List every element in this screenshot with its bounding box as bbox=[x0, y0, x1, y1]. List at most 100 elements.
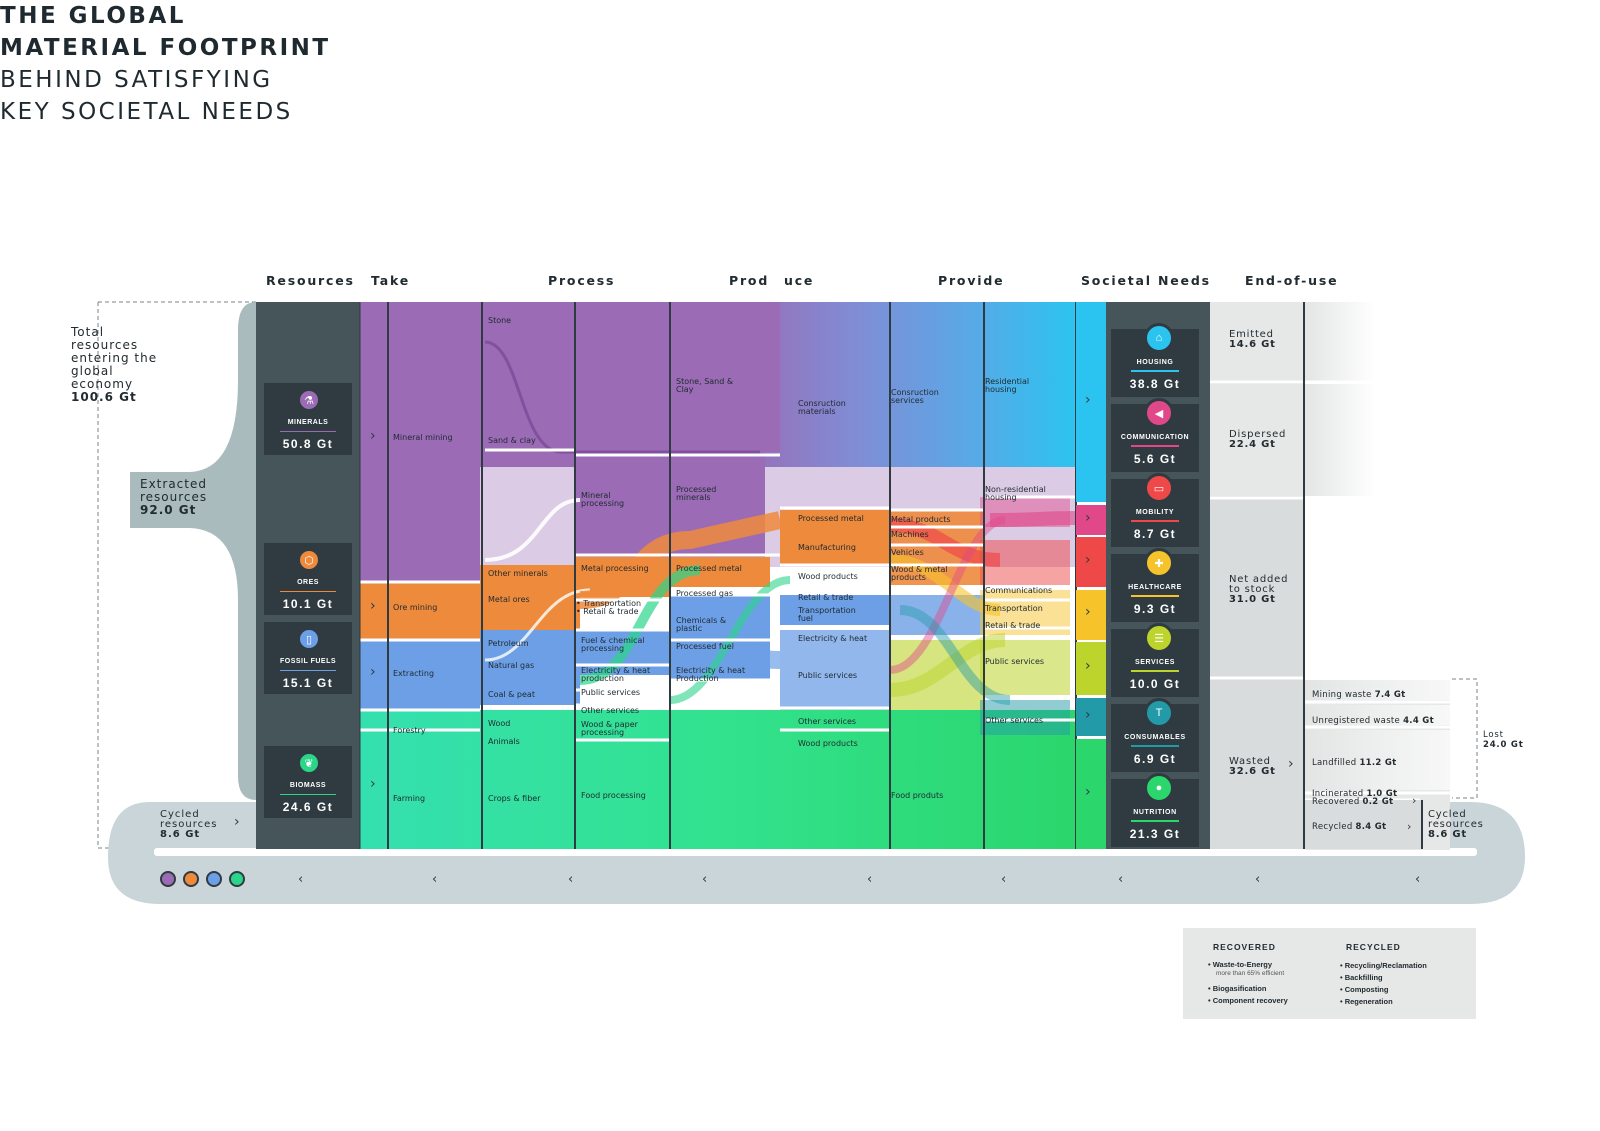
ores-dot-icon bbox=[183, 871, 199, 887]
chevron-right-icon: › bbox=[370, 598, 376, 614]
lost-label: Lost 24.0 Gt bbox=[1483, 730, 1524, 750]
ores-band bbox=[360, 582, 480, 640]
legend-item-text: Waste-to-Energy bbox=[1212, 960, 1273, 969]
process-label: Other minerals bbox=[488, 569, 548, 578]
process-label: Electricity & heat production bbox=[581, 666, 651, 683]
chevron-right-icon: › bbox=[1085, 552, 1091, 568]
column-header-process: Process bbox=[548, 273, 616, 288]
chevron-left-icon: ‹ bbox=[1255, 872, 1261, 887]
process-label: • Transportation bbox=[576, 599, 642, 608]
chevron-left-icon: ‹ bbox=[568, 872, 574, 887]
shirt-icon: T bbox=[1144, 698, 1174, 728]
waste-item: Unregistered waste 4.4 Gt bbox=[1312, 716, 1434, 726]
process-label: Petroleum bbox=[488, 639, 529, 648]
legend-item-text: Component recovery bbox=[1212, 996, 1288, 1005]
produce-label: Retail & trade bbox=[798, 593, 854, 602]
eol-label: Wasted bbox=[1229, 756, 1271, 767]
chevron-left-icon: ‹ bbox=[1001, 872, 1007, 887]
need-nutrition: ● NUTRITION 21.3 Gt bbox=[1111, 773, 1199, 847]
waste-label: Incinerated bbox=[1312, 789, 1364, 799]
process-label: Stone bbox=[488, 316, 512, 325]
produce-label: Transportation fuel bbox=[798, 606, 856, 623]
cycled-right-value: 8.6 Gt bbox=[1428, 829, 1467, 840]
column-header-provide: Provide bbox=[938, 273, 1005, 288]
column-header-take: Take bbox=[371, 273, 411, 288]
cycled-resources-right: Cycled resources 8.6 Gt bbox=[1428, 810, 1488, 840]
column-header-resources: Resources bbox=[266, 273, 355, 288]
need-name: NUTRITION bbox=[1133, 809, 1177, 816]
need-healthcare: ✚ HEALTHCARE 9.3 Gt bbox=[1111, 548, 1199, 622]
column-header-produce-a: Prod bbox=[729, 273, 770, 288]
minerals-dot-icon bbox=[160, 871, 176, 887]
chevron-right-icon: › bbox=[1085, 510, 1091, 526]
waste-label: Recycled bbox=[1312, 822, 1353, 832]
title-line-1: THE GLOBAL bbox=[0, 3, 186, 29]
produce-label: Wood products bbox=[798, 572, 858, 581]
provide-label: Vehicles bbox=[891, 548, 924, 557]
cross-icon: ✚ bbox=[1144, 548, 1174, 578]
eol-value: 31.0 Gt bbox=[1229, 594, 1276, 605]
produce-label: Electricity & heat Production bbox=[676, 666, 746, 683]
resource-name: ORES bbox=[297, 579, 319, 586]
need-value: 6.9 Gt bbox=[1133, 752, 1177, 766]
resource-value: 10.1 Gt bbox=[282, 597, 334, 611]
chevron-left-icon: ‹ bbox=[432, 872, 438, 887]
truck-icon: ▭ bbox=[1144, 473, 1174, 503]
process-label: Coal & peat bbox=[488, 690, 535, 699]
waste-value: 7.4 Gt bbox=[1374, 690, 1406, 700]
produce-label: Processed metal bbox=[798, 514, 864, 523]
chevron-right-icon: › bbox=[1085, 784, 1091, 800]
waste-item: Recycled 8.4 Gt bbox=[1312, 822, 1386, 832]
total-resources-value: 100.6 Gt bbox=[71, 390, 137, 404]
chevron-right-icon: › bbox=[1085, 658, 1091, 674]
cycled-resources-value: 8.6 Gt bbox=[160, 829, 201, 840]
produce-label: Other services bbox=[798, 717, 857, 726]
chevron-right-icon: › bbox=[234, 814, 240, 830]
process-label: Metal ores bbox=[488, 595, 530, 604]
document-icon: ☰ bbox=[1144, 623, 1174, 653]
waste-label: Unregistered waste bbox=[1312, 716, 1401, 726]
chevron-left-icon: ‹ bbox=[298, 872, 304, 887]
legend-recycled-title: RECYCLED bbox=[1346, 942, 1401, 952]
chevron-left-icon: ‹ bbox=[1415, 872, 1421, 887]
process-label: Wood & paper processing bbox=[581, 720, 638, 737]
need-mobility: ▭ MOBILITY 8.7 Gt bbox=[1111, 473, 1199, 547]
provide-label: Consruction services bbox=[891, 388, 939, 405]
eol-label: Net added to stock bbox=[1229, 574, 1289, 595]
produce-label: Public services bbox=[798, 671, 858, 680]
cycle-loop-line bbox=[154, 848, 1477, 856]
page-title: THE GLOBAL MATERIAL FOOTPRINT BEHIND SAT… bbox=[0, 0, 1600, 128]
legend-recovered-title: RECOVERED bbox=[1213, 942, 1276, 952]
resource-minerals: ⚗ MINERALS 50.8 Gt bbox=[264, 383, 352, 455]
flask-icon: ⚗ bbox=[298, 389, 320, 411]
title-line-4: KEY SOCIETAL NEEDS bbox=[0, 99, 293, 125]
need-name: CONSUMABLES bbox=[1124, 734, 1186, 741]
eol-emitted: Emitted 14.6 Gt bbox=[1229, 330, 1299, 350]
produce-label: Consruction materials bbox=[798, 399, 846, 416]
eol-wasted: Wasted 32.6 Gt bbox=[1229, 757, 1299, 777]
column-header-end-of-use: End-of-use bbox=[1245, 273, 1339, 288]
lost-value: 24.0 Gt bbox=[1483, 740, 1524, 750]
produce-label: Wood products bbox=[798, 739, 858, 748]
minerals-band bbox=[360, 302, 480, 582]
waste-item: Landfilled 11.2 Gt bbox=[1312, 758, 1397, 768]
legend-item: • Component recovery bbox=[1208, 996, 1288, 1005]
waste-label: Mining waste bbox=[1312, 690, 1372, 700]
take-label: Mineral mining bbox=[393, 433, 453, 442]
extracted-bracket bbox=[130, 302, 256, 800]
extracted-resources-value: 92.0 Gt bbox=[140, 503, 197, 517]
need-value: 10.0 Gt bbox=[1129, 677, 1181, 691]
chevron-right-icon: › bbox=[1085, 604, 1091, 620]
resource-value: 50.8 Gt bbox=[282, 437, 334, 451]
biomass-dot-icon bbox=[229, 871, 245, 887]
provide-label: Machines bbox=[891, 530, 929, 539]
process-label: Animals bbox=[488, 737, 520, 746]
chevron-right-icon: › bbox=[1085, 707, 1091, 723]
produce-label: Stone, Sand & Clay bbox=[676, 377, 734, 394]
fossil-dot-icon bbox=[206, 871, 222, 887]
legend-item-text: Backfilling bbox=[1344, 973, 1383, 982]
process-label: • Retail & trade bbox=[576, 607, 639, 616]
need-value: 38.8 Gt bbox=[1129, 377, 1181, 391]
column-header-societal-needs: Societal Needs bbox=[1081, 273, 1211, 288]
take-label: Forestry bbox=[393, 726, 426, 735]
